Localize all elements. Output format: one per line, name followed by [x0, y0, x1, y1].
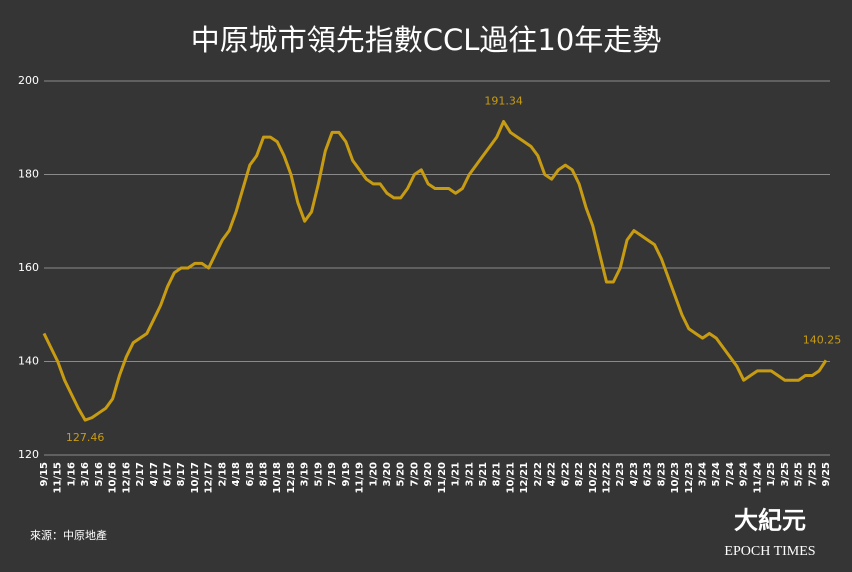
chart-title: 中原城市領先指數CCL過往10年走勢 [191, 23, 662, 57]
value-label: 127.46 [66, 431, 105, 444]
x-tick-label: 2/23 [615, 462, 626, 487]
x-tick-label: 12/23 [684, 462, 695, 494]
y-tick-label: 160 [18, 261, 39, 274]
x-tick-label: 8/18 [259, 462, 270, 487]
y-tick-label: 200 [18, 74, 39, 87]
x-tick-label: 6/17 [162, 462, 173, 487]
x-tick-label: 2/22 [533, 462, 544, 487]
x-tick-label: 4/22 [547, 462, 558, 487]
x-tick-label: 8/22 [574, 462, 585, 487]
x-tick-label: 3/16 [80, 462, 91, 487]
logo-chinese: 大紀元 [734, 506, 806, 535]
x-tick-label: 1/21 [451, 462, 462, 487]
x-tick-label: 3/21 [464, 462, 475, 487]
x-tick-label: 1/20 [368, 462, 379, 487]
y-tick-label: 120 [18, 448, 39, 461]
x-tick-label: 9/25 [821, 462, 832, 487]
data-line [42, 119, 828, 422]
x-tick-label: 8/21 [492, 462, 503, 487]
x-tick-label: 9/19 [341, 462, 352, 487]
x-tick-label: 10/23 [670, 462, 681, 494]
x-tick-label: 7/20 [409, 462, 420, 487]
x-tick-label: 11/19 [355, 462, 366, 494]
x-tick-label: 6/18 [245, 462, 256, 487]
value-label: 191.34 [484, 94, 523, 107]
x-tick-label: 3/20 [382, 462, 393, 487]
x-tick-label: 4/18 [231, 462, 242, 487]
x-tick-label: 12/22 [601, 462, 612, 494]
logo-english: EPOCH TIMES [724, 544, 815, 559]
x-tick-label: 1/16 [66, 462, 77, 487]
x-tick-label: 11/20 [437, 462, 448, 494]
x-tick-label: 4/23 [629, 462, 640, 487]
y-tick-label: 180 [18, 168, 39, 181]
x-tick-label: 8/17 [176, 462, 187, 487]
x-tick-label: 7/25 [807, 462, 818, 487]
x-tick-label: 3/25 [780, 462, 791, 487]
x-tick-label: 7/24 [725, 462, 736, 487]
x-tick-label: 9/24 [739, 462, 750, 487]
y-tick-label: 140 [18, 355, 39, 368]
x-tick-label: 12/18 [286, 462, 297, 494]
x-tick-label: 11/24 [752, 462, 763, 494]
x-tick-label: 5/21 [478, 462, 489, 487]
x-tick-label: 7/19 [327, 462, 338, 487]
x-tick-label: 2/17 [135, 462, 146, 487]
x-tick-label: 5/19 [313, 462, 324, 487]
x-tick-label: 5/25 [794, 462, 805, 487]
x-tick-label: 12/21 [519, 462, 530, 494]
x-tick-label: 10/18 [272, 462, 283, 494]
x-tick-label: 3/19 [300, 462, 311, 487]
x-tick-label: 3/24 [698, 462, 709, 487]
x-tick-label: 11/15 [53, 462, 64, 494]
x-tick-label: 5/16 [94, 462, 105, 487]
x-tick-label: 8/23 [656, 462, 667, 487]
x-tick-label: 5/20 [396, 462, 407, 487]
x-tick-label: 2/18 [217, 462, 228, 487]
x-tick-label: 6/23 [643, 462, 654, 487]
value-label: 140.25 [803, 333, 842, 346]
x-tick-label: 9/20 [423, 462, 434, 487]
x-tick-label: 5/24 [711, 462, 722, 487]
x-tick-label: 6/22 [560, 462, 571, 487]
x-tick-label: 12/16 [121, 462, 132, 494]
x-tick-label: 10/21 [505, 462, 516, 494]
x-tick-label: 12/17 [204, 462, 215, 494]
x-tick-label: 10/16 [108, 462, 119, 494]
x-tick-label: 10/17 [190, 462, 201, 494]
x-tick-label: 9/15 [39, 462, 50, 487]
x-tick-label: 1/25 [766, 462, 777, 487]
x-tick-label: 10/22 [588, 462, 599, 494]
source: 來源：中原地產 [30, 528, 107, 542]
x-tick-label: 4/17 [149, 462, 160, 487]
